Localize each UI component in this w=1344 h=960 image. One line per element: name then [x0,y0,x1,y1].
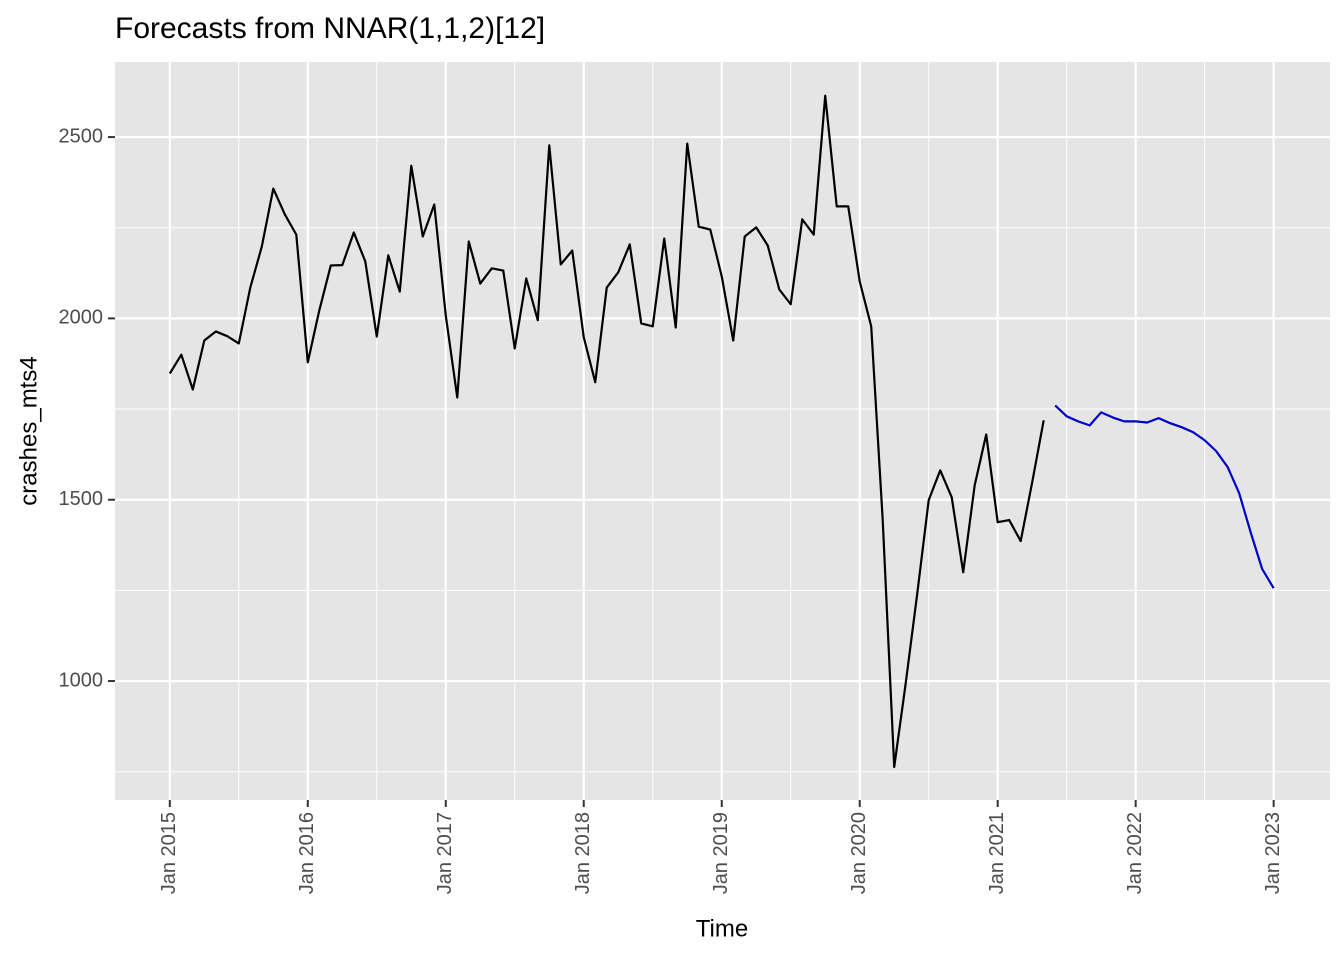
x-axis-label: Time [696,915,748,942]
x-tick-label: Jan 2015 [158,812,180,894]
y-tick-label: 1500 [59,488,104,510]
x-tick-label: Jan 2017 [434,812,456,894]
series-line [168,94,1045,769]
x-tick-label: Jan 2018 [572,812,594,894]
y-tick-label: 1000 [59,669,104,691]
y-tick-label: 2500 [59,125,104,147]
x-tick-label: Jan 2019 [710,812,732,894]
x-tick-label: Jan 2022 [1124,812,1146,894]
x-tick-label: Jan 2020 [848,812,870,894]
series-line [1054,404,1275,589]
x-tick-label: Jan 2021 [986,812,1008,894]
x-tick-label: Jan 2023 [1262,812,1284,894]
chart-title: Forecasts from NNAR(1,1,2)[12] [115,12,545,45]
y-axis-label: crashes_mts4 [15,356,42,505]
y-tick-label: 2000 [59,307,104,329]
x-tick-label: Jan 2016 [296,812,318,894]
